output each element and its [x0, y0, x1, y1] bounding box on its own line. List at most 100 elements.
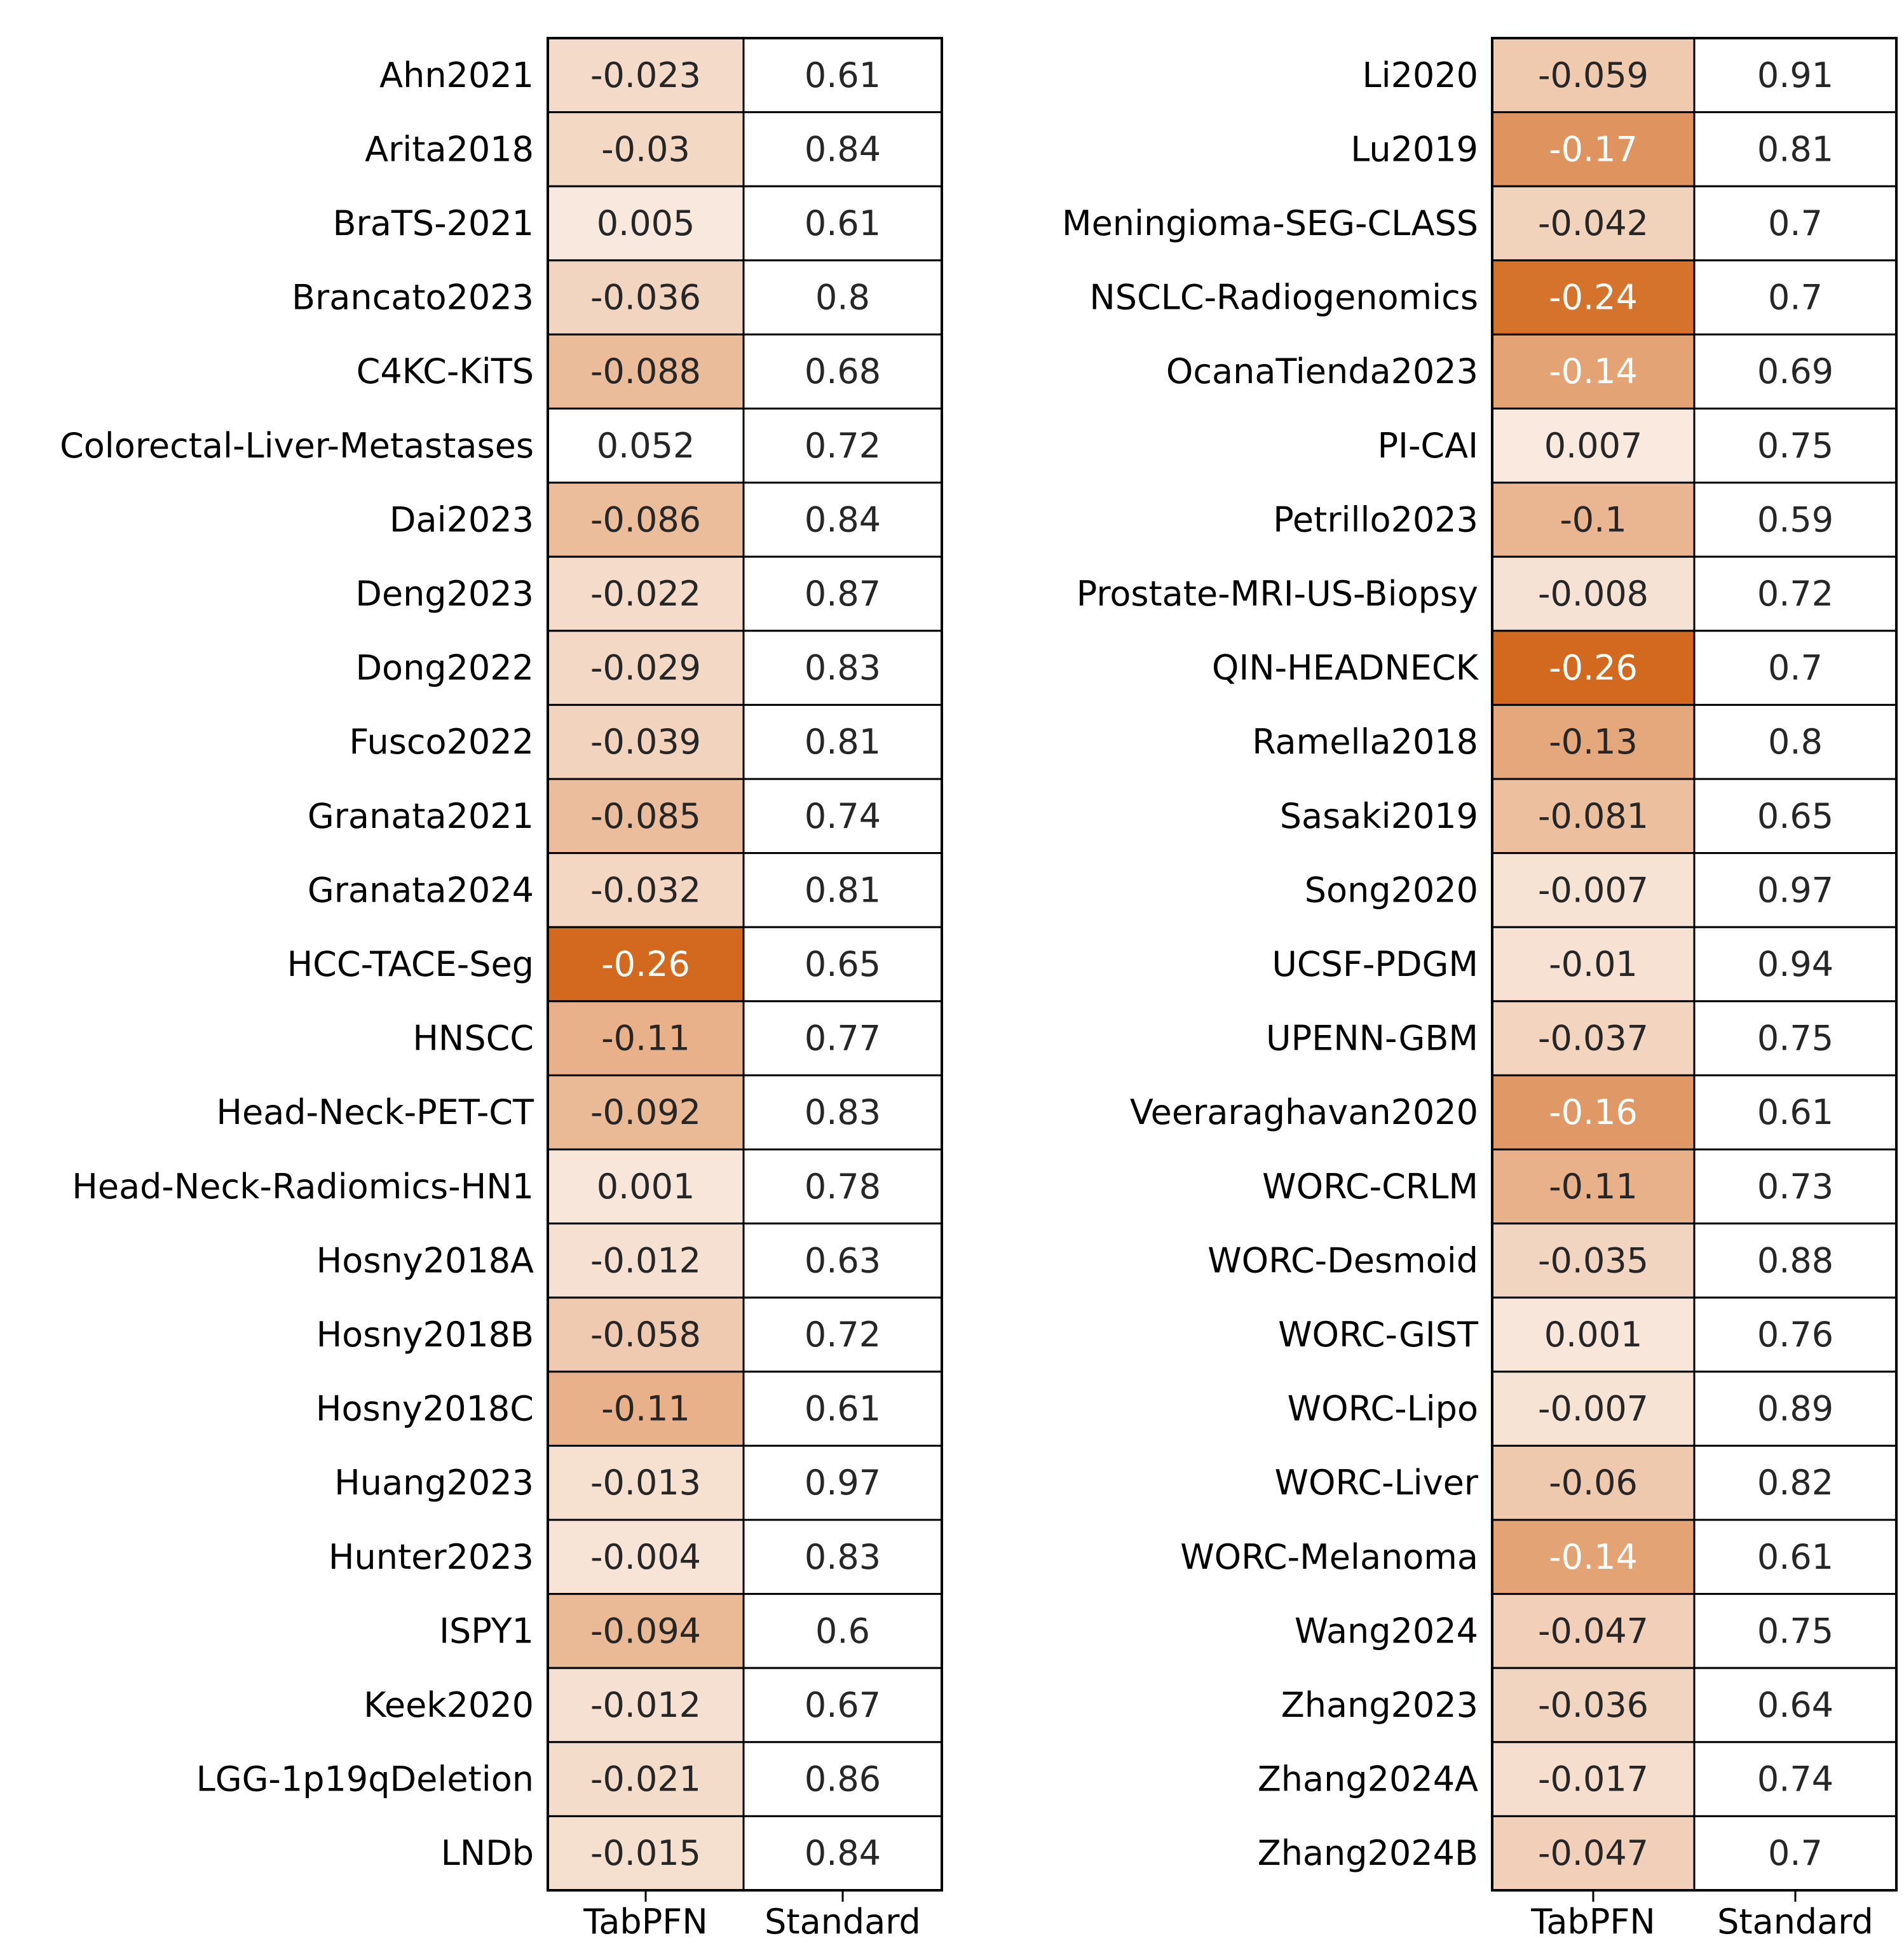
tabpfn-value: -0.013	[590, 1463, 701, 1503]
standard-value: 0.8	[1768, 722, 1823, 762]
tabpfn-cell	[547, 111, 745, 187]
tabpfn-cell	[1491, 926, 1696, 1003]
tabpfn-value: -0.1	[1560, 499, 1626, 539]
standard-value: 0.65	[1757, 796, 1833, 836]
tabpfn-value: -0.012	[590, 1240, 701, 1280]
tabpfn-value: -0.015	[590, 1833, 701, 1873]
standard-cell	[1693, 1222, 1898, 1299]
standard-cell	[1693, 1593, 1898, 1669]
tabpfn-value: -0.13	[1549, 722, 1638, 762]
standard-value: 0.91	[1757, 55, 1833, 95]
standard-value: 0.65	[805, 944, 881, 984]
tabpfn-cell	[1491, 1444, 1696, 1521]
standard-cell	[1693, 1000, 1898, 1076]
standard-value: 0.78	[805, 1167, 881, 1207]
standard-value: 0.8	[815, 278, 870, 318]
standard-value: 0.75	[1757, 1019, 1833, 1059]
standard-value: 0.89	[1757, 1389, 1833, 1429]
standard-value: 0.94	[1757, 944, 1833, 984]
tabpfn-value: -0.26	[601, 944, 690, 984]
row-label: LNDb	[441, 1833, 534, 1873]
row-label: Petrillo2023	[1273, 499, 1478, 539]
standard-cell	[742, 1519, 943, 1595]
row-label: WORC-GIST	[1278, 1315, 1479, 1355]
tabpfn-value: -0.042	[1538, 203, 1649, 243]
standard-cell	[1693, 703, 1898, 780]
standard-value: 0.86	[805, 1759, 881, 1799]
standard-cell	[742, 1815, 943, 1892]
tabpfn-value: -0.022	[590, 574, 701, 614]
standard-value: 0.63	[805, 1240, 881, 1280]
tabpfn-value: -0.008	[1538, 574, 1649, 614]
tabpfn-value: -0.11	[601, 1389, 690, 1429]
tabpfn-value: -0.007	[1538, 1389, 1649, 1429]
tabpfn-value: -0.037	[1538, 1019, 1649, 1059]
tabpfn-value: -0.081	[1538, 796, 1649, 836]
row-label: Song2020	[1305, 870, 1478, 910]
tabpfn-cell	[1491, 1074, 1696, 1151]
x-tick-label: TabPFN	[1530, 1902, 1655, 1942]
row-label: UPENN-GBM	[1266, 1019, 1478, 1059]
standard-value: 0.75	[1757, 426, 1833, 466]
row-label: Prostate-MRI-US-Biopsy	[1077, 574, 1478, 614]
tabpfn-cell	[1491, 778, 1696, 855]
standard-value: 0.61	[805, 55, 881, 95]
tabpfn-cell	[547, 1371, 745, 1447]
row-label: PI-CAI	[1377, 426, 1478, 466]
row-label: WORC-Lipo	[1288, 1389, 1478, 1429]
standard-value: 0.61	[1757, 1092, 1833, 1132]
standard-cell	[742, 703, 943, 780]
row-label: Meningioma-SEG-CLASS	[1062, 203, 1478, 243]
standard-cell	[742, 259, 943, 335]
tabpfn-cell	[1491, 555, 1696, 632]
tabpfn-value: -0.032	[590, 870, 701, 910]
standard-value: 0.72	[805, 426, 881, 466]
tabpfn-value: -0.039	[590, 722, 701, 762]
standard-cell	[742, 407, 943, 484]
tabpfn-value: -0.11	[1549, 1167, 1638, 1207]
row-label: C4KC-KiTS	[357, 351, 534, 391]
standard-value: 0.72	[1757, 574, 1833, 614]
standard-value: 0.87	[805, 574, 881, 614]
tabpfn-cell	[547, 1667, 745, 1744]
row-label: Zhang2023	[1281, 1685, 1478, 1725]
standard-value: 0.74	[1757, 1759, 1833, 1799]
standard-cell	[742, 1000, 943, 1076]
tabpfn-value: -0.088	[590, 351, 701, 391]
standard-cell	[742, 333, 943, 410]
row-label: WORC-Desmoid	[1207, 1240, 1478, 1280]
tabpfn-cell	[547, 1593, 745, 1669]
row-label: Veeraraghavan2020	[1130, 1092, 1478, 1132]
tabpfn-cell	[1491, 1593, 1696, 1669]
heatmap-frame	[1491, 37, 1898, 1892]
standard-cell	[742, 1667, 943, 1744]
tabpfn-cell	[547, 703, 745, 780]
tabpfn-value: -0.11	[601, 1019, 690, 1059]
tabpfn-value: -0.24	[1549, 278, 1638, 318]
tabpfn-cell	[1491, 630, 1696, 706]
standard-value: 0.84	[805, 1833, 881, 1873]
standard-value: 0.83	[805, 1092, 881, 1132]
tabpfn-value: -0.035	[1538, 1240, 1649, 1280]
row-label: Head-Neck-Radiomics-HN1	[72, 1167, 534, 1207]
tabpfn-cell	[1491, 482, 1696, 558]
tabpfn-value: -0.058	[590, 1315, 701, 1355]
tabpfn-cell	[1491, 185, 1696, 262]
standard-value: 0.61	[805, 1389, 881, 1429]
tabpfn-value: -0.012	[590, 1685, 701, 1725]
tabpfn-value: -0.06	[1549, 1463, 1638, 1503]
standard-cell	[742, 37, 943, 114]
tabpfn-cell	[547, 37, 745, 114]
row-label: WORC-Liver	[1275, 1463, 1479, 1503]
tabpfn-cell	[547, 1074, 745, 1151]
tabpfn-value: -0.085	[590, 796, 701, 836]
standard-cell	[742, 482, 943, 558]
tabpfn-cell	[1491, 111, 1696, 187]
standard-cell	[1693, 1815, 1898, 1892]
heatmap-panel-1: Ahn2021 -0.023 0.61 Arita2018 -0.03 0.84 BraTS…	[60, 37, 943, 1942]
tabpfn-cell	[1491, 703, 1696, 780]
standard-value: 0.81	[1757, 129, 1833, 169]
standard-value: 0.69	[1757, 351, 1833, 391]
row-label: WORC-Melanoma	[1180, 1537, 1478, 1577]
row-label: Head-Neck-PET-CT	[216, 1092, 534, 1132]
